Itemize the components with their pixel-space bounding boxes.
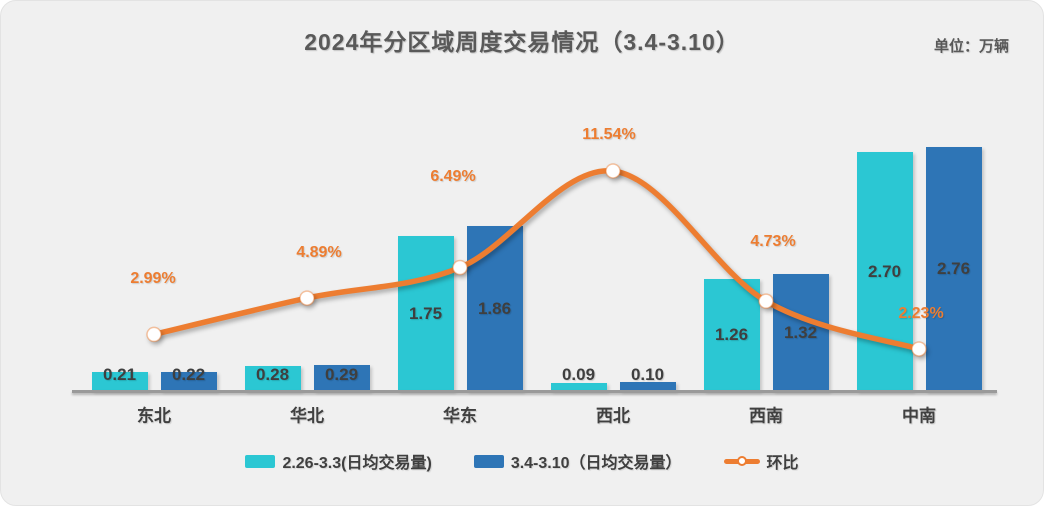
line-marker-0 — [146, 326, 162, 343]
line-value-label-5: 2.23% — [898, 304, 944, 322]
legend-swatch-curr-week — [473, 454, 504, 468]
x-axis-label-0: 东北 — [137, 406, 171, 426]
x-axis-label-1: 华北 — [290, 406, 324, 426]
legend-line-marker-wow-change — [723, 456, 760, 466]
bar-value-label: 1.32 — [783, 322, 818, 342]
line-marker-2 — [452, 259, 468, 276]
bar-curr-week-5 — [925, 146, 982, 391]
bar-value-label: 0.21 — [102, 365, 137, 384]
legend-item-prev-week[interactable]: 2.26-3.3(日均交易量) — [245, 449, 432, 473]
x-axis-label-2: 华东 — [443, 406, 477, 426]
bar-value-label: 1.75 — [408, 303, 443, 323]
bar-prev-week-1 — [244, 366, 301, 391]
legend-label-curr-week: 3.4-3.10（日均交易量） — [510, 455, 682, 472]
legend-swatch-prev-week — [245, 454, 276, 468]
x-axis-label-4: 西南 — [749, 406, 783, 426]
legend-label-wow-change: 环比 — [766, 455, 799, 472]
bar-prev-week-0 — [91, 372, 148, 391]
line-value-label-2: 6.49% — [430, 167, 476, 185]
line-marker-3 — [605, 163, 621, 179]
bar-value-label: 0.28 — [255, 365, 290, 384]
x-axis-label-3: 西北 — [596, 406, 630, 426]
line-marker-4 — [758, 293, 774, 309]
legend: 2.26-3.3(日均交易量) 3.4-3.10（日均交易量） 环比 — [1, 449, 1043, 473]
line-marker-1 — [299, 290, 315, 306]
bar-value-label: 2.70 — [867, 261, 902, 281]
bar-value-label: 0.10 — [630, 365, 665, 384]
line-value-label-0: 2.99% — [130, 270, 176, 288]
legend-item-curr-week[interactable]: 3.4-3.10（日均交易量） — [473, 449, 682, 473]
chart-title: 2024年分区域周度交易情况（3.4-3.10） — [304, 29, 740, 55]
bar-value-label: 2.76 — [936, 258, 971, 278]
bar-value-label: 0.09 — [561, 365, 596, 384]
x-axis-line — [72, 390, 997, 393]
bar-curr-week-3 — [619, 382, 676, 391]
legend-label-prev-week: 2.26-3.3(日均交易量) — [282, 455, 432, 472]
bar-value-label: 1.86 — [477, 298, 512, 318]
bar-prev-week-3 — [550, 383, 607, 391]
line-marker-5 — [911, 341, 927, 357]
line-value-label-4: 4.73% — [750, 233, 796, 251]
x-axis-label-5: 中南 — [902, 406, 936, 426]
bar-curr-week-0 — [160, 371, 217, 391]
bar-value-label: 1.26 — [714, 325, 749, 345]
line-value-label-1: 4.89% — [296, 244, 342, 262]
bar-value-label: 0.29 — [324, 365, 359, 384]
line-value-label-3: 11.54% — [582, 125, 636, 143]
legend-item-wow-change[interactable]: 环比 — [723, 449, 799, 473]
legend-line-dot — [736, 456, 747, 466]
bar-curr-week-1 — [313, 365, 370, 391]
bar-value-label: 0.22 — [171, 365, 206, 384]
unit-label: 单位：万辆 — [933, 38, 1009, 55]
